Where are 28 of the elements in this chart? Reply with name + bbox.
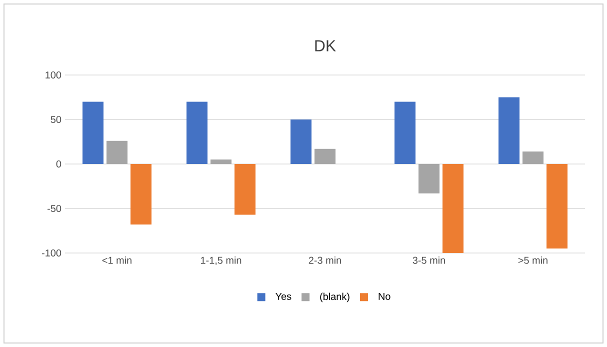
- y-tick-label: 50: [50, 116, 62, 124]
- bar: [290, 120, 312, 164]
- x-tick-label: 3-5 min: [412, 256, 445, 264]
- x-tick-label: 1-1,5 min: [201, 256, 242, 266]
- legend-label: (blank): [320, 292, 350, 302]
- chart-title: DK: [315, 40, 336, 52]
- bar: [106, 140, 128, 164]
- bar: [186, 102, 208, 164]
- legend-label: No: [378, 292, 390, 300]
- bar: [522, 152, 544, 164]
- bar: [546, 164, 568, 249]
- x-tick-label: <1 min: [102, 256, 132, 264]
- bar: [130, 164, 152, 225]
- y-tick-label: -100: [42, 249, 62, 257]
- bar: [394, 102, 416, 164]
- bar: [418, 164, 440, 194]
- legend-label: Yes: [276, 292, 292, 300]
- bar: [314, 148, 336, 164]
- bar: [210, 160, 232, 164]
- bar: [234, 164, 256, 215]
- bar: [442, 164, 464, 253]
- bar: [498, 97, 520, 164]
- y-tick-label: -50: [48, 204, 62, 212]
- y-tick-label: 100: [46, 71, 62, 79]
- x-tick-label: 2-3 min: [308, 256, 341, 264]
- x-tick-label: >5 min: [518, 256, 548, 264]
- y-tick-label: 0: [56, 160, 62, 168]
- bar: [82, 102, 104, 164]
